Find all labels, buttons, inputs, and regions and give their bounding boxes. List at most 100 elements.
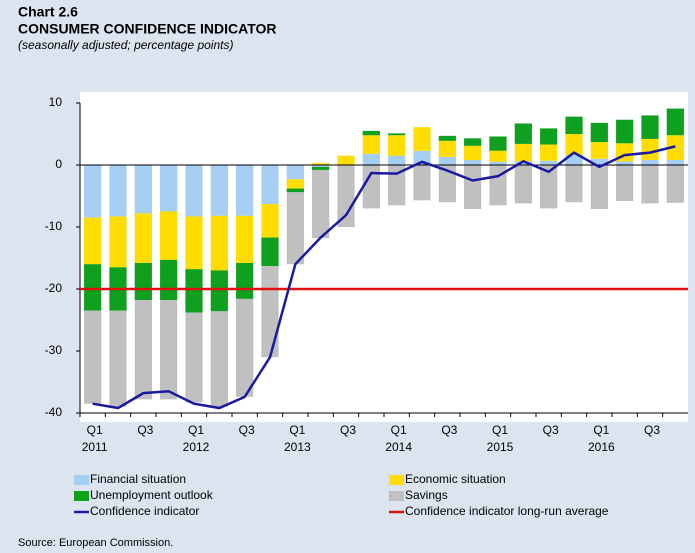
y-tick-label: -10 [45, 219, 63, 233]
bar-segment [236, 298, 254, 397]
bar-segment [616, 165, 634, 201]
source: Source: European Commission. [18, 537, 173, 549]
legend-label: Confidence indicator long-run average [405, 504, 609, 518]
bar-segment [109, 310, 127, 407]
year-label: 2011 [82, 440, 108, 454]
bar-segment [590, 122, 608, 143]
bar-segment [514, 123, 532, 144]
bar-segment [540, 165, 558, 209]
bar-segment [489, 136, 507, 151]
bar-segment [210, 270, 228, 312]
bar-segment [565, 134, 583, 156]
bar-segment [413, 165, 431, 201]
bar-segment [641, 160, 659, 165]
bar-segment [134, 262, 152, 301]
bar-segment [616, 119, 634, 144]
bar-segment [185, 269, 203, 313]
bar-segment [362, 135, 380, 154]
bar-segment [540, 144, 558, 161]
bar-segment [160, 300, 178, 400]
bar-segment [236, 165, 254, 216]
x-tick-label: Q1 [87, 423, 103, 437]
chart-label: Chart 2.6 [18, 4, 78, 20]
bar-segment [514, 165, 532, 204]
bar-segment [160, 165, 178, 212]
bar-segment [109, 165, 127, 217]
bar-segment [590, 165, 608, 210]
bar-segment [210, 165, 228, 216]
x-tick-label: Q3 [137, 423, 153, 437]
year-label: 2013 [284, 440, 311, 454]
x-tick-label: Q3 [644, 423, 660, 437]
bar-segment [388, 165, 406, 206]
bar-segment [84, 217, 102, 265]
x-tick-label: Q1 [188, 423, 204, 437]
bar-segment [565, 116, 583, 134]
bar-segment [565, 155, 583, 165]
x-tick-label: Q1 [492, 423, 508, 437]
bar-segment [464, 145, 482, 161]
bar-segment [438, 165, 456, 203]
bar-segment [438, 140, 456, 157]
bar-segment [312, 166, 330, 170]
legend-label: Savings [405, 488, 448, 502]
bar-segment [134, 300, 152, 400]
bar-segment [413, 150, 431, 165]
legend-label: Confidence indicator [90, 504, 199, 518]
bar-segment [666, 165, 684, 203]
bar-segment [590, 142, 608, 159]
bar-segment [160, 211, 178, 260]
bar-segment [514, 161, 532, 165]
legend-swatch [74, 491, 89, 501]
year-label: 2014 [385, 440, 412, 454]
bar-segment [641, 165, 659, 204]
confidence-line [92, 145, 676, 410]
bar-segment [185, 312, 203, 403]
legend-swatch [389, 475, 404, 485]
bar-segment [286, 188, 304, 193]
bar-segment [413, 127, 431, 151]
legend-label: Financial situation [90, 472, 186, 486]
bar-segment [210, 215, 228, 271]
bar-segment [109, 216, 127, 268]
chart-subtitle: (seasonally adjusted; percentage points) [18, 38, 233, 52]
bar-segment [388, 133, 406, 136]
bar-segment [540, 128, 558, 145]
bar-segment [236, 262, 254, 299]
x-tick-label: Q1 [593, 423, 609, 437]
bar-segment [185, 216, 203, 270]
bar-segment [312, 169, 330, 239]
legend-swatch [389, 491, 404, 501]
x-tick-label: Q3 [239, 423, 255, 437]
bar-segment [666, 108, 684, 136]
bar-segment [185, 165, 203, 217]
bar-segment [312, 165, 330, 167]
bar-segment [438, 156, 456, 165]
x-tick-label: Q1 [391, 423, 407, 437]
bar-segment [590, 158, 608, 165]
bar-segment [286, 192, 304, 265]
bar-segment [84, 310, 102, 404]
bar-segment [362, 165, 380, 209]
bar-segment [312, 163, 330, 165]
bar-segment [464, 138, 482, 146]
y-tick-label: -20 [45, 281, 63, 295]
x-tick-label: Q1 [289, 423, 305, 437]
y-tick-label: 10 [49, 95, 63, 109]
bar-segment [84, 264, 102, 311]
bar-segment [388, 135, 406, 156]
bar-segment [210, 311, 228, 407]
chart-title: CONSUMER CONFIDENCE INDICATOR [18, 21, 277, 37]
bar-segment [160, 259, 178, 301]
bar-segment [489, 165, 507, 206]
bar-segment [286, 165, 304, 180]
bar-segment [84, 165, 102, 218]
y-tick-label: 0 [55, 157, 62, 171]
bar-segment [489, 161, 507, 165]
bar-segment [362, 130, 380, 136]
bar-segment [236, 215, 254, 263]
bar-segment [565, 165, 583, 203]
bar-segment [489, 150, 507, 162]
